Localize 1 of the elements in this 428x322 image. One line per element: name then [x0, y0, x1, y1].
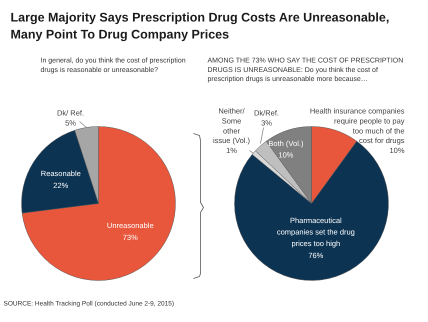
- chart-title: Large Majority Says Prescription Drug Costs Are Unreasonable, Many Point To Drug Company Prices: [10, 10, 390, 42]
